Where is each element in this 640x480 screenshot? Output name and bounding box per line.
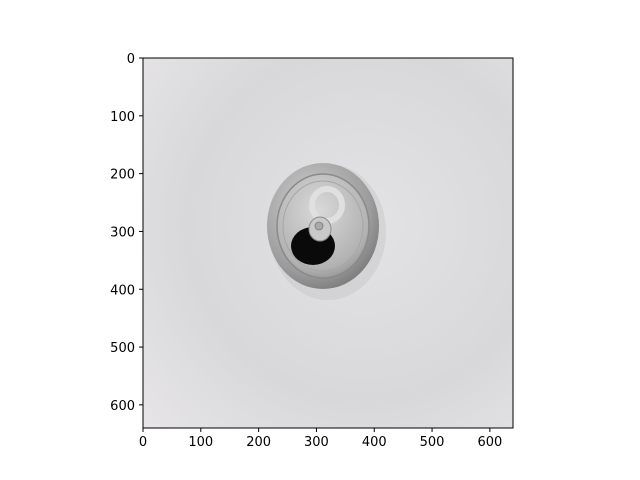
y-tick-label: 0 [127,52,135,67]
x-tick-label: 100 [188,435,213,450]
y-tick-label: 200 [110,168,135,183]
photo [143,58,513,428]
x-tick-label: 400 [362,435,387,450]
pull-tab-rivet [314,221,324,231]
plot-frame [142,57,514,429]
x-tick-label: 500 [420,435,445,450]
y-tick-label: 400 [110,283,135,298]
y-axis: 0 100 200 300 400 500 600 [110,52,143,414]
y-tick-label: 500 [110,341,135,356]
y-tick-label: 300 [110,225,135,240]
x-tick-label: 300 [304,435,329,450]
y-tick-label: 100 [110,110,135,125]
can-inner-ring [282,180,364,272]
x-tick-label: 600 [477,435,502,450]
x-axis: 0 100 200 300 400 500 600 [139,428,502,450]
y-tick-label: 600 [110,399,135,414]
x-tick-label: 200 [246,435,271,450]
x-tick-label: 0 [139,435,147,450]
